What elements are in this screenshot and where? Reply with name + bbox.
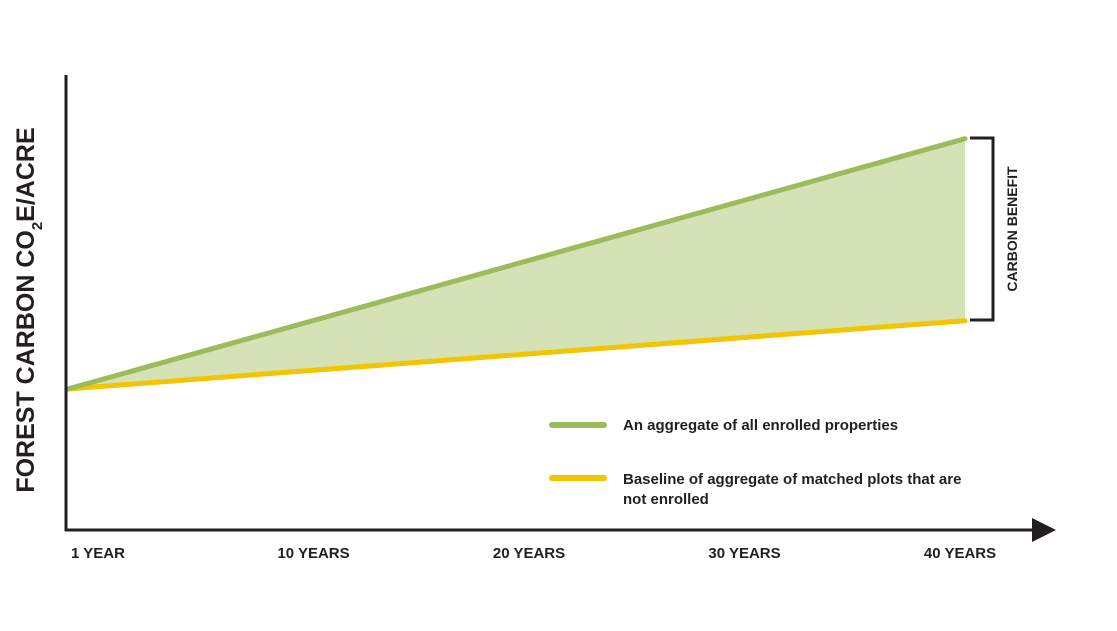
x-axis-arrow-icon — [1032, 518, 1056, 542]
x-tick-label: 10 YEARS — [277, 545, 349, 562]
x-tick-label: 20 YEARS — [493, 545, 565, 562]
legend-label-baseline-line2: not enrolled — [623, 491, 709, 508]
series-line-baseline — [65, 318, 968, 392]
legend-label-enrolled: An aggregate of all enrolled properties — [623, 417, 898, 434]
series-line-enrolled — [65, 136, 968, 392]
x-tick-label: 40 YEARS — [924, 545, 996, 562]
x-tick-label: 30 YEARS — [708, 545, 780, 562]
carbon-benefit-bracket — [970, 136, 995, 322]
carbon-benefit-label: CARBON BENEFIT — [1004, 166, 1020, 292]
legend-label-baseline-line1: Baseline of aggregate of matched plots t… — [623, 471, 961, 488]
y-axis-label: FOREST CARBON CO2E/ACRE — [12, 127, 46, 492]
x-tick-label: 1 YEAR — [71, 545, 125, 562]
